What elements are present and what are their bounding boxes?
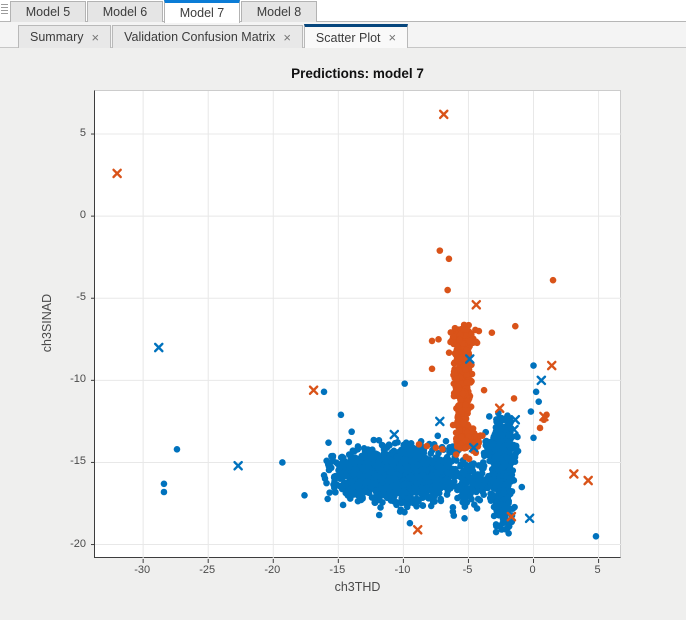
x-tick-label: -20 bbox=[264, 564, 281, 576]
y-tick-label: -15 bbox=[70, 455, 86, 468]
tab-validation-confusion-matrix[interactable]: Validation Confusion Matrix × bbox=[112, 25, 303, 48]
y-axis-label: ch3SINAD bbox=[40, 293, 54, 353]
x-tick-label: -5 bbox=[462, 564, 473, 576]
figure-panel: Predictions: model 7 -30 -25 -20 -15 -10 -5 0 5… bbox=[0, 48, 686, 620]
tab-summary[interactable]: Summary × bbox=[18, 25, 112, 48]
x-tick-label: 0 bbox=[529, 564, 536, 576]
tab-model-5-label: Model 5 bbox=[25, 5, 71, 19]
tab-model-6[interactable]: Model 6 bbox=[87, 1, 163, 22]
y-tick-label: 0 bbox=[79, 209, 86, 222]
tab-model-8-label: Model 8 bbox=[256, 5, 302, 19]
tab-model-7[interactable]: Model 7 bbox=[164, 0, 240, 23]
tab-validation-confusion-matrix-label: Validation Confusion Matrix bbox=[124, 30, 276, 44]
close-icon[interactable]: × bbox=[283, 29, 291, 45]
y-tick-label: -20 bbox=[70, 537, 86, 550]
plot-canvas bbox=[91, 90, 622, 563]
close-icon[interactable]: × bbox=[388, 30, 397, 45]
x-axis-label: ch3THD bbox=[334, 580, 381, 594]
y-tick-label: -10 bbox=[70, 373, 86, 386]
model-tabs: Model 5 Model 6 Model 7 Model 8 bbox=[10, 0, 318, 23]
document-tab-bar: Summary × Validation Confusion Matrix × … bbox=[0, 22, 686, 61]
figure-title: Predictions: model 7 bbox=[291, 66, 424, 81]
tab-model-6-label: Model 6 bbox=[102, 5, 148, 19]
x-tick-label: -30 bbox=[134, 564, 151, 576]
tab-scatter-plot[interactable]: Scatter Plot × bbox=[303, 24, 409, 48]
tab-model-5[interactable]: Model 5 bbox=[10, 1, 86, 22]
x-tick-label: -25 bbox=[199, 564, 216, 576]
drag-grip-icon[interactable] bbox=[1, 4, 8, 16]
tab-model-8[interactable]: Model 8 bbox=[241, 1, 317, 22]
scatter-plot-svg bbox=[91, 91, 622, 563]
close-icon[interactable]: × bbox=[91, 29, 100, 45]
y-tick-label: 5 bbox=[79, 127, 86, 140]
y-tick-label: -5 bbox=[76, 291, 86, 304]
model-tab-bar: Model 5 Model 6 Model 7 Model 8 bbox=[0, 0, 686, 23]
tab-model-7-label: Model 7 bbox=[179, 6, 225, 20]
document-tabs: Summary × Validation Confusion Matrix × … bbox=[18, 24, 409, 48]
tab-scatter-plot-label: Scatter Plot bbox=[315, 30, 381, 45]
x-tick-label: -15 bbox=[329, 564, 346, 576]
x-tick-label: -10 bbox=[394, 564, 411, 576]
x-tick-label: 5 bbox=[594, 564, 601, 576]
tab-summary-label: Summary bbox=[30, 30, 84, 44]
